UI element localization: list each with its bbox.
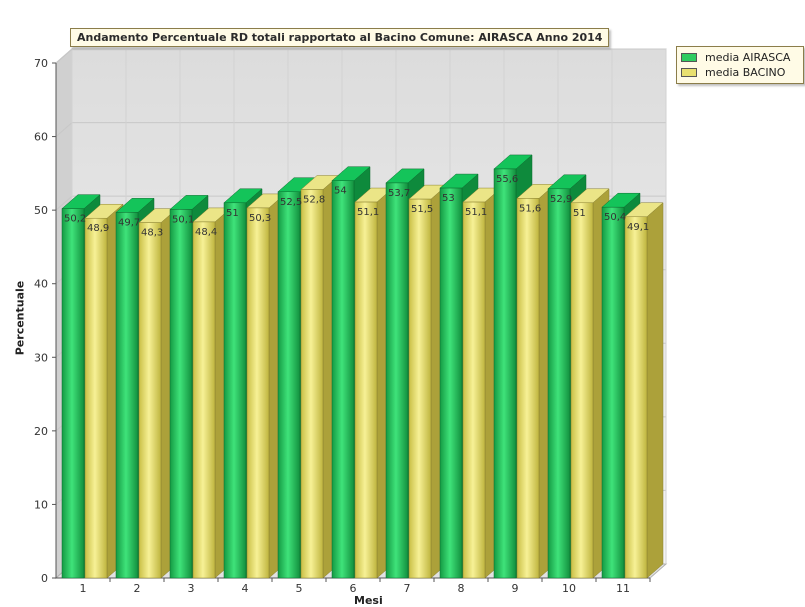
x-tick-label: 9 [512, 582, 519, 595]
data-label: 54 [334, 186, 347, 197]
bar-side [646, 202, 664, 579]
y-tick-label: 30 [34, 351, 48, 364]
data-label: 48,9 [87, 223, 109, 234]
bar-front [246, 207, 270, 579]
data-label: 53,7 [388, 188, 410, 199]
x-tick-label: 6 [350, 582, 357, 595]
y-tick-label: 10 [34, 498, 48, 511]
data-label: 50,2 [64, 214, 86, 225]
data-label: 50,1 [172, 214, 194, 225]
bar-front [223, 202, 247, 579]
data-label: 51 [226, 208, 239, 219]
data-label: 51,1 [357, 207, 379, 218]
legend-label-bacino: media BACINO [705, 66, 786, 79]
legend: media AIRASCA media BACINO [676, 46, 804, 84]
data-label: 51,6 [519, 203, 541, 214]
bar-front [331, 180, 355, 579]
x-tick-label: 3 [188, 582, 195, 595]
data-label: 49,7 [118, 217, 140, 228]
x-tick-label: 8 [458, 582, 465, 595]
chart-title: Andamento Percentuale RD totali rapporta… [70, 28, 610, 47]
bar-front [570, 202, 594, 579]
data-label: 51,1 [465, 207, 487, 218]
data-label: 48,3 [141, 228, 163, 239]
data-label: 55,6 [496, 174, 518, 185]
data-label: 52,5 [280, 197, 302, 208]
x-tick-label: 2 [134, 582, 141, 595]
y-tick-label: 0 [41, 572, 48, 585]
x-tick-label: 4 [242, 582, 249, 595]
bar-front [462, 201, 486, 579]
data-label: 53 [442, 193, 455, 204]
bar-front [408, 198, 432, 579]
bar-front [516, 198, 540, 579]
data-label: 49,1 [627, 222, 649, 233]
data-label: 51 [573, 208, 586, 219]
x-tick-label: 11 [616, 582, 630, 595]
bar-front [61, 208, 85, 579]
bar-front [277, 191, 301, 579]
y-tick-label: 50 [34, 204, 48, 217]
bar-front [385, 182, 409, 579]
y-axis-label: Percentuale [13, 280, 27, 356]
data-label: 50,4 [604, 212, 626, 223]
bar-front [439, 187, 463, 579]
bar-front [115, 212, 139, 579]
y-tick-label: 40 [34, 278, 48, 291]
bar-front [493, 168, 517, 579]
legend-item-bacino: media BACINO [681, 65, 799, 80]
y-tick-label: 20 [34, 425, 48, 438]
bar-front [547, 188, 571, 579]
bar-front [192, 221, 216, 579]
x-tick-label: 1 [80, 582, 87, 595]
legend-swatch-bacino [681, 68, 697, 77]
bar-front [624, 216, 648, 579]
bar-front [601, 206, 625, 579]
grid-line-side [55, 48, 73, 64]
y-tick-label: 70 [34, 57, 48, 70]
grid-line-side [55, 122, 73, 137]
legend-swatch-airasca [681, 53, 697, 62]
bar-front [169, 209, 193, 579]
data-label: 52,8 [303, 195, 325, 206]
bar-bacino [624, 202, 664, 579]
data-label: 51,5 [411, 204, 433, 215]
value-labels: 50,248,9 49,748,3 50,148,4 51 50,3 52,5 52,8 54… [64, 174, 649, 239]
bar-front [354, 201, 378, 579]
x-tick-label: 5 [296, 582, 303, 595]
bar-front [300, 189, 324, 579]
x-tick-label: 7 [404, 582, 411, 595]
grid-line-side [55, 195, 73, 211]
data-label: 48,4 [195, 227, 217, 238]
data-label: 52,9 [550, 194, 572, 205]
y-tick-label: 60 [34, 131, 48, 144]
bar-front [84, 217, 108, 579]
bar-front [138, 222, 162, 579]
legend-label-airasca: media AIRASCA [705, 51, 791, 64]
x-tick-label: 10 [562, 582, 576, 595]
data-label: 50,3 [249, 213, 271, 224]
legend-item-airasca: media AIRASCA [681, 50, 799, 65]
bars-layer [61, 154, 664, 579]
